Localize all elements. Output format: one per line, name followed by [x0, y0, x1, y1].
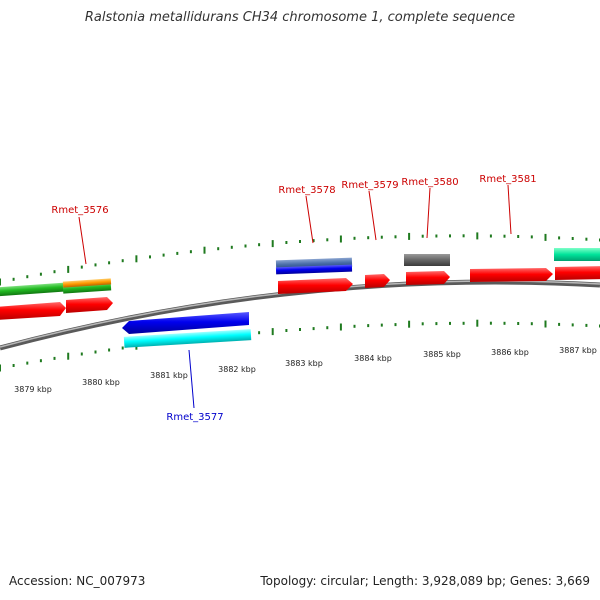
gene-label-rmet-3578[interactable]: Rmet_3578: [278, 185, 335, 196]
leader-rmet-3579: [368, 190, 377, 241]
leader-rmet-3580: [426, 187, 431, 239]
feature-green-bar[interactable]: [0, 282, 66, 297]
feature-teal-bar[interactable]: [554, 248, 600, 261]
leader-rmet-3576: [78, 216, 87, 265]
leader-rmet-3578: [305, 195, 314, 244]
leader-rmet-3577: [188, 349, 195, 409]
kbp-label: 3883 kbp: [285, 359, 323, 368]
leader-rmet-3581: [507, 184, 512, 235]
topology-stats-text: Topology: circular; Length: 3,928,089 bp…: [260, 574, 590, 588]
gene-label-rmet-3576[interactable]: Rmet_3576: [51, 205, 108, 216]
kbp-label: 3887 kbp: [559, 346, 597, 355]
feature-gray-bar[interactable]: [404, 254, 450, 266]
kbp-label: 3884 kbp: [354, 354, 392, 363]
kbp-label: 3886 kbp: [491, 348, 529, 357]
feature-blue-bar[interactable]: [275, 264, 353, 275]
gene-label-rmet-3579[interactable]: Rmet_3579: [341, 180, 398, 191]
kbp-label: 3880 kbp: [82, 378, 120, 387]
gene-label-rmet-3577[interactable]: Rmet_3577: [166, 412, 223, 423]
gene-labels: Rmet_3576 Rmet_3577 Rmet_3578 Rmet_3579 …: [51, 174, 536, 423]
kbp-label: 3881 kbp: [150, 371, 188, 380]
feature-orange-bar[interactable]: [62, 278, 112, 288]
feature-cyan-bar[interactable]: [123, 329, 252, 348]
map-title: Ralstonia metallidurans CH34 chromosome …: [84, 10, 516, 25]
accession-text: Accession: NC_007973: [9, 574, 146, 588]
gene-arrow-rmet-3578[interactable]: [278, 278, 353, 294]
gene-label-rmet-3581[interactable]: Rmet_3581: [479, 174, 536, 185]
gene-arrow-rmet-3580[interactable]: [406, 271, 450, 285]
gene-label-rmet-3580[interactable]: Rmet_3580: [401, 177, 458, 188]
label-leaders: [78, 184, 512, 409]
kbp-label: 3885 kbp: [423, 350, 461, 359]
kbp-label: 3882 kbp: [218, 365, 256, 374]
outer-tick-track: [0, 232, 600, 286]
gene-arrow-rmet-3575[interactable]: [0, 302, 66, 320]
gene-arrow-rmet-3577[interactable]: [122, 312, 249, 334]
gene-arrow-rmet-3582[interactable]: [555, 266, 600, 280]
kbp-scale: 3879 kbp 3880 kbp 3881 kbp 3882 kbp 3883…: [14, 346, 597, 394]
reverse-features: [122, 312, 252, 348]
gene-arrow-rmet-3576[interactable]: [66, 297, 113, 313]
gene-arrow-rmet-3579[interactable]: [365, 274, 390, 288]
kbp-label: 3879 kbp: [14, 385, 52, 394]
forward-features: [0, 248, 600, 320]
gene-arrow-rmet-3581[interactable]: [470, 268, 553, 282]
